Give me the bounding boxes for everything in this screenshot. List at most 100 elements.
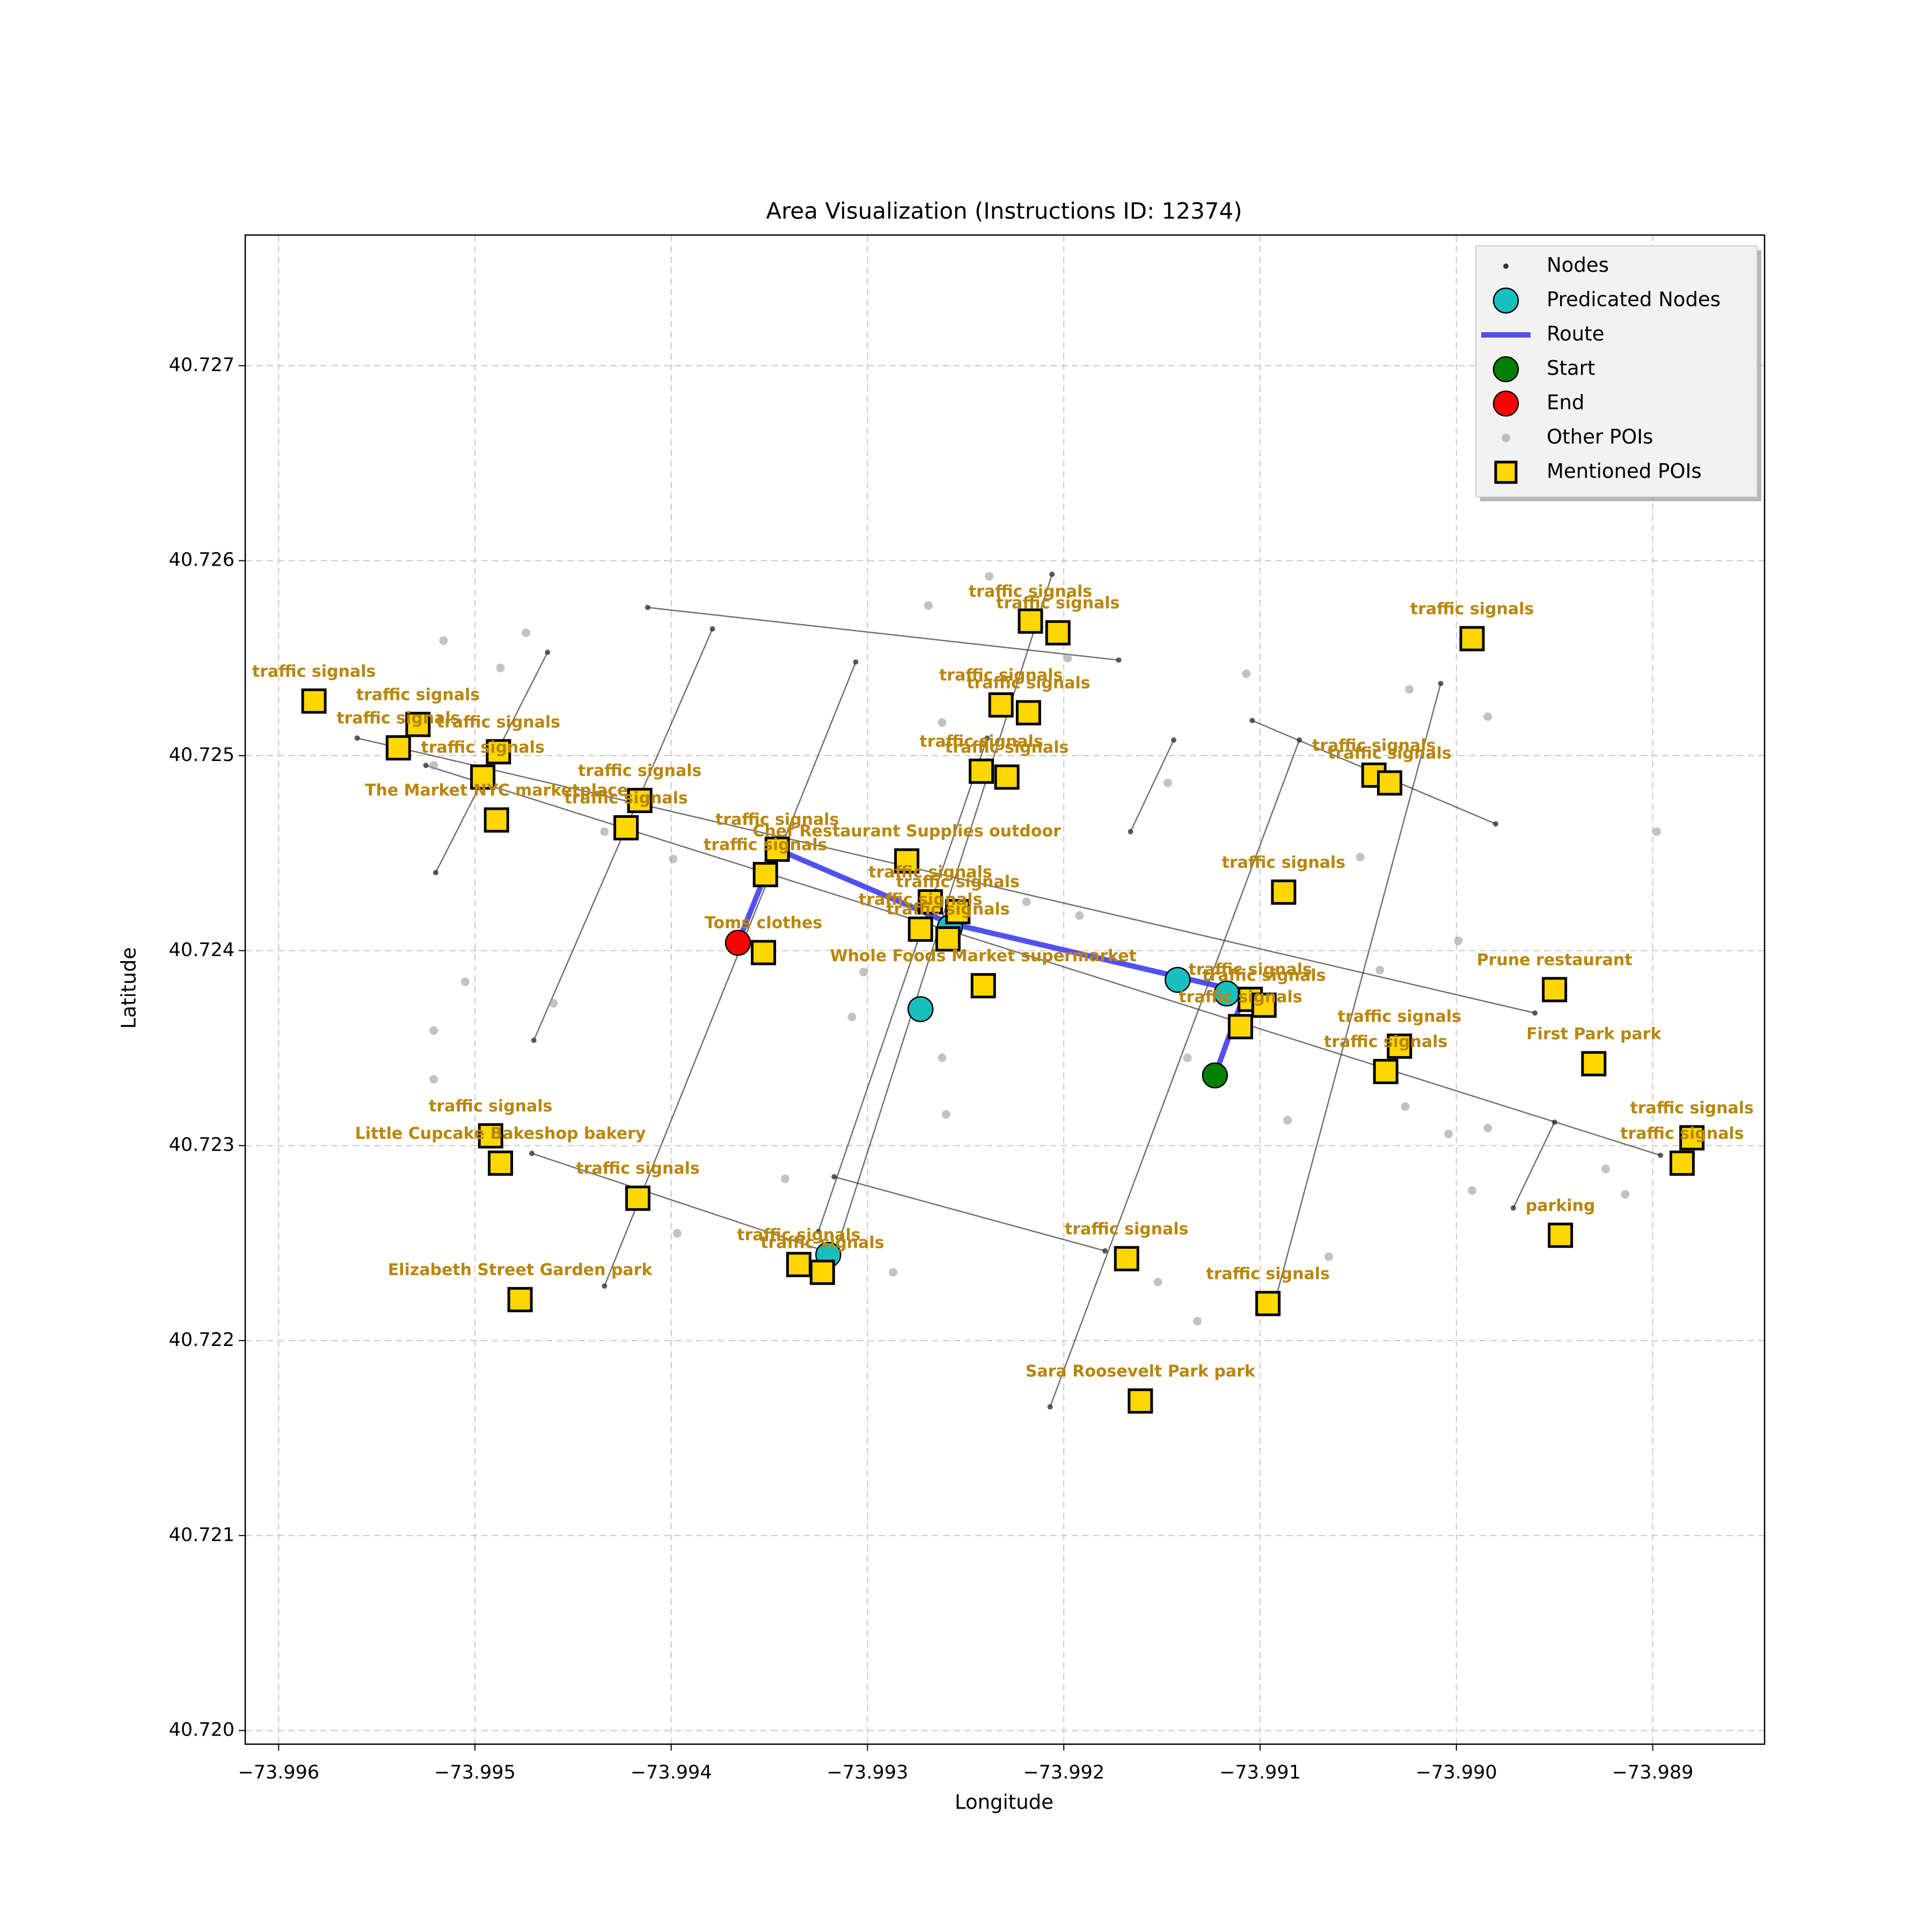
mentioned-poi bbox=[1373, 1059, 1399, 1085]
mentioned-poi bbox=[935, 926, 961, 952]
poi-label: Prune restaurant bbox=[1477, 951, 1633, 970]
y-tick-label: 40.727 bbox=[169, 354, 235, 376]
other-poi bbox=[1468, 1186, 1477, 1195]
mentioned-poi bbox=[1669, 1150, 1695, 1176]
other-poi bbox=[522, 628, 531, 638]
node bbox=[853, 659, 859, 665]
node bbox=[1128, 829, 1133, 835]
street bbox=[357, 737, 1535, 1014]
other-poi bbox=[1454, 936, 1463, 946]
plot-frame bbox=[244, 234, 1766, 1745]
poi-label: traffic signals bbox=[859, 890, 982, 909]
poi-label: traffic signals bbox=[939, 666, 1063, 685]
other-poi bbox=[1183, 1053, 1192, 1063]
x-axis-label: Longitude bbox=[955, 1791, 1053, 1814]
mentioned-poi bbox=[764, 836, 790, 862]
poi-label: traffic signals bbox=[1179, 988, 1302, 1007]
other-poi bbox=[1601, 1165, 1610, 1174]
mentioned-poi bbox=[1542, 977, 1568, 1002]
node bbox=[984, 735, 990, 741]
mentioned-poi bbox=[908, 916, 933, 942]
legend-label: Nodes bbox=[1547, 254, 1609, 277]
mentioned-poi bbox=[1128, 1388, 1153, 1414]
poi-label: traffic signals bbox=[737, 1226, 860, 1245]
street bbox=[1512, 1122, 1555, 1209]
poi-label: traffic signals bbox=[1312, 736, 1436, 755]
y-axis-label: Latitude bbox=[118, 947, 141, 1029]
other-poi bbox=[439, 636, 448, 645]
other-poi bbox=[1444, 1129, 1453, 1138]
legend bbox=[1475, 245, 1758, 497]
other-poi bbox=[1192, 1316, 1202, 1326]
poi-label: traffic signals bbox=[564, 789, 687, 808]
other-poi bbox=[1163, 778, 1173, 787]
mentioned-poi bbox=[1251, 992, 1277, 1018]
poi-label: traffic signals bbox=[421, 738, 544, 757]
poi-label: traffic signals bbox=[576, 1159, 699, 1178]
mentioned-poi bbox=[385, 735, 411, 760]
mentioned-poi bbox=[970, 973, 996, 999]
poi-label: traffic signals bbox=[437, 713, 560, 731]
mentioned-poi bbox=[625, 1185, 651, 1211]
x-tick-label: −73.996 bbox=[238, 1762, 319, 1783]
other-poi bbox=[1356, 852, 1365, 861]
street bbox=[1049, 740, 1300, 1407]
other-poi bbox=[780, 1174, 789, 1183]
other-poi bbox=[672, 1229, 682, 1238]
street bbox=[833, 574, 1053, 1257]
legend-label: Start bbox=[1547, 357, 1595, 380]
poi-label: traffic signals bbox=[919, 733, 1043, 751]
other-poi bbox=[1401, 1102, 1410, 1111]
legend-symbol bbox=[1503, 264, 1509, 269]
other-poi bbox=[1242, 669, 1251, 678]
poi-label: The Market NYC marketplace bbox=[365, 781, 628, 800]
poi-label: traffic signals bbox=[868, 863, 992, 882]
other-poi bbox=[1063, 654, 1072, 663]
point bbox=[907, 996, 934, 1022]
poi-label: traffic signals bbox=[1202, 967, 1326, 985]
mentioned-poi bbox=[752, 862, 778, 888]
node bbox=[529, 1151, 535, 1157]
node bbox=[1249, 718, 1255, 723]
y-tick-label: 40.721 bbox=[169, 1524, 235, 1546]
node bbox=[1510, 1205, 1516, 1211]
poi-label: traffic signals bbox=[356, 685, 480, 704]
other-poi bbox=[549, 999, 558, 1008]
other-poi bbox=[941, 1110, 950, 1119]
other-poi bbox=[460, 977, 470, 986]
other-poi bbox=[429, 1075, 438, 1084]
x-tick-label: −73.989 bbox=[1612, 1762, 1694, 1783]
poi-label: traffic signals bbox=[252, 662, 376, 681]
other-poi bbox=[924, 601, 933, 610]
legend-label: Predicated Nodes bbox=[1547, 288, 1721, 311]
poi-label: traffic signals bbox=[429, 1097, 552, 1116]
other-poi bbox=[1483, 712, 1492, 721]
node bbox=[602, 1283, 608, 1289]
poi-label: parking bbox=[1526, 1196, 1596, 1215]
mentioned-poi bbox=[1581, 1051, 1607, 1077]
y-tick-label: 40.725 bbox=[169, 744, 235, 766]
node bbox=[1658, 1152, 1664, 1158]
y-tick-label: 40.722 bbox=[169, 1329, 235, 1351]
node bbox=[1297, 737, 1302, 743]
plot-layer: −73.996 −73.995 −73.994 −73.993 −73.992 −73.9… bbox=[169, 234, 1766, 1783]
x-tick-label: −73.992 bbox=[1023, 1762, 1104, 1783]
point bbox=[724, 930, 751, 956]
other-poi bbox=[1652, 827, 1661, 836]
other-poi bbox=[889, 1268, 898, 1277]
poi-label: traffic signals bbox=[1337, 1007, 1461, 1026]
y-tick-label: 40.726 bbox=[169, 550, 235, 571]
node bbox=[1438, 680, 1444, 686]
mentioned-poi bbox=[1459, 626, 1485, 652]
poi-label: traffic signals bbox=[336, 709, 460, 728]
street bbox=[647, 606, 1119, 661]
other-poi bbox=[1621, 1190, 1630, 1199]
other-poi bbox=[938, 1053, 947, 1063]
mentioned-poi bbox=[1015, 700, 1041, 726]
mentioned-poi bbox=[1679, 1125, 1705, 1151]
mentioned-poi bbox=[484, 807, 509, 833]
node bbox=[831, 1174, 837, 1180]
street bbox=[833, 1176, 1106, 1252]
legend-symbol bbox=[1492, 287, 1519, 314]
point bbox=[1202, 1062, 1228, 1089]
